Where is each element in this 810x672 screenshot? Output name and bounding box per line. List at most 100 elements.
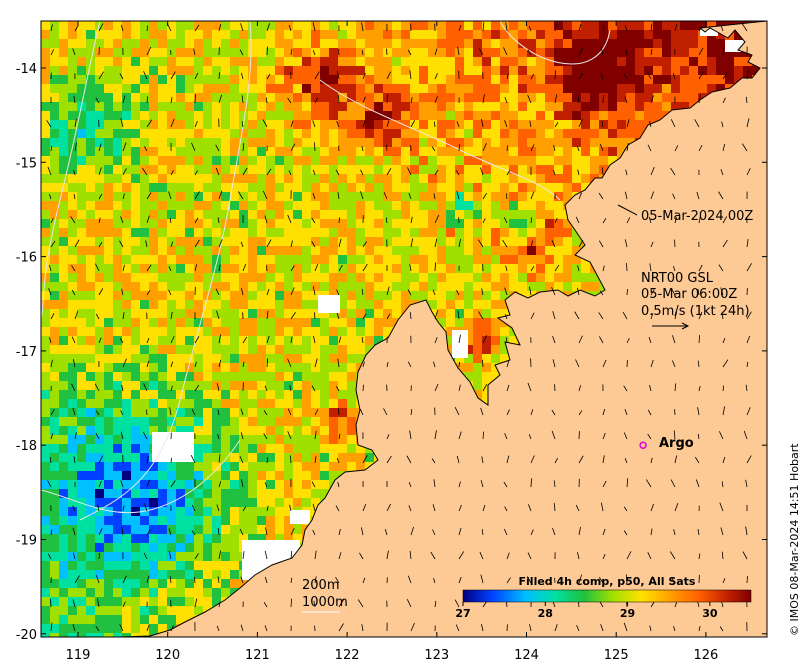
sst-cell <box>77 408 87 418</box>
map-plot-area <box>41 21 767 637</box>
sst-cell <box>239 165 249 175</box>
sst-cell <box>284 399 294 409</box>
sst-cell <box>311 417 321 427</box>
sst-cell <box>482 336 492 346</box>
sst-cell <box>50 246 60 256</box>
sst-cell <box>140 291 150 301</box>
sst-cell <box>293 354 303 364</box>
sst-cell <box>491 75 501 85</box>
sst-cell <box>365 120 375 130</box>
sst-cell <box>266 327 276 337</box>
sst-cell <box>221 381 231 391</box>
sst-cell <box>644 57 654 67</box>
sst-cell <box>608 84 618 94</box>
sst-cell <box>401 30 411 40</box>
sst-cell <box>284 507 294 517</box>
sst-cell <box>275 48 285 58</box>
sst-cell <box>77 300 87 310</box>
sst-cell <box>401 165 411 175</box>
sst-cell <box>275 156 285 166</box>
sst-cell <box>275 57 285 67</box>
sst-cell <box>716 48 726 58</box>
sst-cell <box>230 237 240 247</box>
sst-cell <box>446 192 456 202</box>
sst-cell <box>185 246 195 256</box>
sst-cell <box>347 354 357 364</box>
sst-cell <box>104 291 114 301</box>
sst-cell <box>599 102 609 112</box>
sst-cell <box>95 498 105 508</box>
sst-cell <box>536 183 546 193</box>
sst-cell <box>122 156 132 166</box>
sst-cell <box>248 408 258 418</box>
sst-cell <box>158 255 168 265</box>
sst-cell <box>86 489 96 499</box>
sst-cell <box>77 129 87 139</box>
sst-cell <box>203 66 213 76</box>
sst-cell <box>248 165 258 175</box>
sst-cell <box>518 228 528 238</box>
sst-cell <box>482 210 492 220</box>
sst-cell <box>284 111 294 121</box>
sst-cell <box>473 66 483 76</box>
sst-cell <box>221 480 231 490</box>
sst-cell <box>185 462 195 472</box>
sst-cell <box>545 21 555 31</box>
sst-cell <box>68 516 78 526</box>
sst-cell <box>572 102 582 112</box>
sst-cell <box>77 255 87 265</box>
sst-cell <box>374 93 384 103</box>
sst-cell <box>185 363 195 373</box>
sst-cell <box>455 138 465 148</box>
sst-cell <box>572 174 582 184</box>
sst-cell <box>401 93 411 103</box>
sst-cell <box>725 57 735 67</box>
sst-cell <box>383 228 393 238</box>
sst-cell <box>320 66 330 76</box>
sst-cell <box>626 129 636 139</box>
sst-cell <box>329 111 339 121</box>
sst-cell <box>464 309 474 319</box>
sst-cell <box>374 264 384 274</box>
sst-cell <box>455 210 465 220</box>
sst-cell <box>491 84 501 94</box>
sst-cell <box>437 246 447 256</box>
sst-cell <box>122 75 132 85</box>
sst-cell <box>77 165 87 175</box>
sst-cell <box>194 417 204 427</box>
sst-cell <box>437 39 447 49</box>
sst-cell <box>77 309 87 319</box>
sst-cell <box>167 273 177 283</box>
sst-cell <box>554 39 564 49</box>
sst-cell <box>68 435 78 445</box>
sst-cell <box>221 255 231 265</box>
sst-cell <box>473 21 483 31</box>
sst-cell <box>392 246 402 256</box>
sst-cell <box>194 66 204 76</box>
sst-cell <box>554 129 564 139</box>
sst-cell <box>212 525 222 535</box>
sst-cell <box>149 219 159 229</box>
sst-cell <box>77 57 87 67</box>
sst-cell <box>140 498 150 508</box>
sst-cell <box>446 273 456 283</box>
sst-cell <box>59 93 69 103</box>
sst-cell <box>617 111 627 121</box>
sst-cell <box>554 111 564 121</box>
sst-cell <box>68 291 78 301</box>
sst-cell <box>176 174 186 184</box>
sst-cell <box>338 120 348 130</box>
sst-cell <box>473 390 483 400</box>
sst-cell <box>185 255 195 265</box>
sst-cell <box>50 120 60 130</box>
sst-cell <box>554 264 564 274</box>
sst-cell <box>293 300 303 310</box>
sst-cell <box>266 48 276 58</box>
sst-cell <box>239 93 249 103</box>
sst-cell <box>329 462 339 472</box>
sst-cell <box>311 48 321 58</box>
sst-cell <box>158 561 168 571</box>
sst-cell <box>86 183 96 193</box>
sst-cell <box>194 309 204 319</box>
sst-cell <box>401 210 411 220</box>
